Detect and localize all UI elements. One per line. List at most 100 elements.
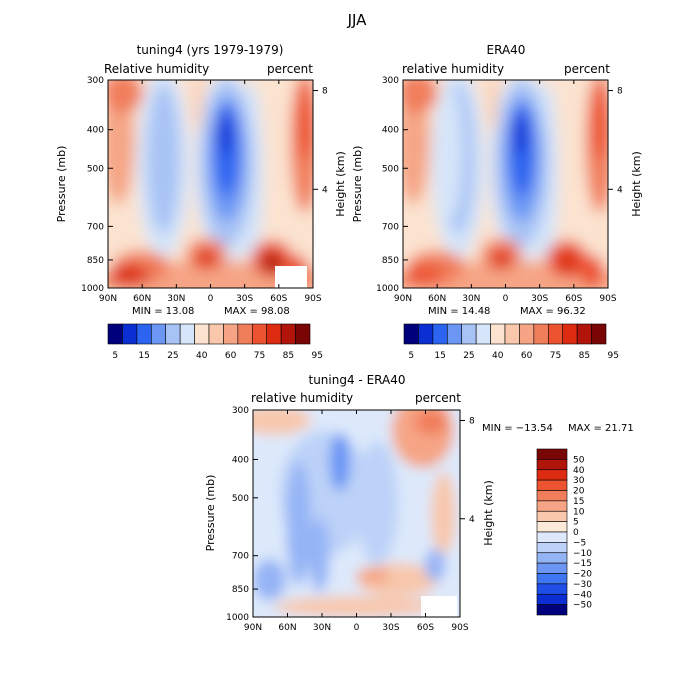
colorbar-label: 0 [573, 528, 579, 538]
field-region [437, 86, 463, 220]
colorbar-label: 50 [573, 455, 585, 465]
colorbar-label: 15 [573, 497, 584, 507]
y-tick-label: 700 [87, 222, 104, 232]
field-region [579, 254, 604, 288]
y2-tick-label: 4 [617, 185, 623, 195]
y2-axis-label: Height (km) [334, 151, 347, 217]
y-tick-label: 700 [382, 222, 399, 232]
y2-tick-label: 8 [617, 87, 623, 97]
colorbar-swatch [179, 323, 195, 345]
field-region [489, 80, 498, 130]
colorbar-swatch [533, 323, 549, 345]
y-axis-label: Pressure (mb) [204, 475, 217, 552]
field-region [431, 472, 456, 555]
panel-era40: ERA40 relative humidity percent 90N 60N 30… [351, 43, 643, 361]
y-tick-label: 300 [382, 76, 399, 86]
x-tick-label: 90N [394, 294, 412, 304]
colorbar-swatch [237, 323, 253, 345]
colorbar-label: 40 [573, 466, 585, 476]
colorbar-label: 5 [112, 351, 118, 361]
colorbar-swatch [223, 323, 239, 345]
field-region [308, 517, 330, 593]
colorbar: 5 15 25 40 60 75 85 95 [107, 323, 323, 361]
colorbar-label: 40 [196, 351, 208, 361]
colorbar-swatch [536, 573, 568, 585]
x-tick-label: 30S [382, 623, 399, 633]
x-tick-label: 30N [313, 623, 331, 633]
panel-title: ERA40 [487, 43, 526, 57]
colorbar-label: −40 [573, 590, 592, 600]
colorbar-swatch [536, 448, 568, 460]
field-region [513, 113, 526, 155]
y-tick-label: 1000 [81, 284, 104, 294]
heatmap-field [108, 80, 313, 288]
colorbar-label: 20 [573, 487, 585, 497]
field-region [194, 80, 203, 130]
colorbar-label: 10 [573, 507, 585, 517]
colorbar-swatch [536, 469, 568, 481]
y2-axis-label: Height (km) [482, 480, 495, 546]
field-region [403, 265, 444, 286]
y2-tick-label: 8 [322, 87, 328, 97]
y-tick-label: 1000 [376, 284, 399, 294]
field-region [403, 80, 438, 114]
x-tick-label: 90N [99, 294, 117, 304]
colorbar-label: 60 [521, 351, 533, 361]
colorbar-swatch [295, 323, 311, 345]
x-tick-label: 0 [208, 294, 214, 304]
colorbar-label: −50 [573, 601, 592, 611]
colorbar-swatch [490, 323, 506, 345]
figure-title: JJA [347, 11, 368, 29]
colorbar-swatch [403, 323, 419, 345]
colorbar-label: 75 [254, 351, 265, 361]
field-label: relative humidity [251, 391, 353, 405]
units-label: percent [415, 391, 461, 405]
field-region [329, 432, 351, 491]
x-tick-label: 60S [417, 623, 434, 633]
y2-tick-label: 4 [322, 185, 328, 195]
colorbar-label: 5 [408, 351, 414, 361]
colorbar-swatch [107, 323, 123, 345]
colorbar-swatch [194, 323, 210, 345]
colorbar-swatch [562, 323, 578, 345]
colorbar-swatch [576, 323, 592, 345]
field-region [108, 265, 149, 286]
panel-title: tuning4 - ERA40 [309, 373, 406, 387]
missing-data-patch [421, 596, 457, 617]
y-tick-label: 1000 [226, 613, 249, 623]
colorbar-swatch [475, 323, 491, 345]
field-region [356, 567, 390, 584]
x-tick-label: 60N [133, 294, 151, 304]
x-tick-label: 60N [278, 623, 296, 633]
colorbar-swatch [591, 323, 607, 345]
colorbar-swatch [280, 323, 296, 345]
y2-tick-label: 4 [469, 515, 475, 525]
x-tick-label: 60S [565, 294, 582, 304]
colorbar-label: 5 [573, 518, 579, 528]
colorbar-label: 85 [579, 351, 590, 361]
x-tick-label: 0 [503, 294, 509, 304]
colorbar-swatch [536, 459, 568, 471]
colorbar-swatch [536, 593, 568, 605]
colorbar-swatch [504, 323, 520, 345]
max-label: MAX = 21.71 [568, 423, 634, 434]
colorbar-label: −10 [573, 549, 592, 559]
min-label: MIN = 13.08 [132, 306, 194, 317]
y-tick-label: 300 [232, 406, 249, 416]
colorbar-label: 15 [434, 351, 445, 361]
x-tick-label: 0 [354, 623, 360, 633]
colorbar-swatch [536, 479, 568, 491]
min-label: MIN = 14.48 [428, 306, 490, 317]
colorbar-swatch [536, 542, 568, 554]
field-label: relative humidity [402, 62, 504, 76]
field-region [556, 252, 578, 274]
heatmap-field [253, 410, 460, 617]
colorbar-label: −20 [573, 570, 592, 580]
colorbar-swatch [446, 323, 463, 345]
colorbar-label: 40 [492, 351, 504, 361]
y-tick-label: 400 [382, 126, 399, 136]
x-tick-label: 90S [599, 294, 616, 304]
colorbar-label: 15 [138, 351, 149, 361]
axes: 90N 60N 30N 0 30S 60S 90S 300 400 500 700 850 1000 8 4 [376, 76, 623, 304]
